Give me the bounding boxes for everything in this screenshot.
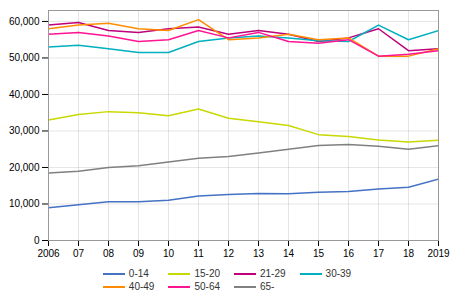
svg-text:14: 14 bbox=[283, 248, 295, 259]
html-text:15-20: 15-20 bbox=[194, 268, 220, 279]
html-text:21-29: 21-29 bbox=[260, 268, 286, 279]
svg-text:18: 18 bbox=[403, 248, 415, 259]
svg-text:12: 12 bbox=[223, 248, 235, 259]
svg-text:13: 13 bbox=[253, 248, 265, 259]
html-text:40-49: 40-49 bbox=[128, 281, 155, 292]
svg-text:20,000: 20,000 bbox=[9, 162, 40, 173]
svg-text:08: 08 bbox=[103, 248, 115, 259]
svg-text:60,000: 60,000 bbox=[9, 16, 40, 27]
svg-text:07: 07 bbox=[73, 248, 85, 259]
html-text:0-14: 0-14 bbox=[128, 268, 149, 279]
html-text:65-: 65- bbox=[260, 281, 275, 292]
html-text:30-39: 30-39 bbox=[325, 268, 352, 279]
svg-text:2019: 2019 bbox=[427, 248, 450, 259]
html-text:50-64: 50-64 bbox=[194, 281, 220, 292]
svg-text:10: 10 bbox=[163, 248, 175, 259]
svg-text:17: 17 bbox=[373, 248, 385, 259]
svg-text:40,000: 40,000 bbox=[9, 89, 40, 100]
svg-text:15: 15 bbox=[313, 248, 325, 259]
svg-text:11: 11 bbox=[193, 248, 204, 259]
svg-text:30,000: 30,000 bbox=[9, 125, 40, 136]
svg-text:50,000: 50,000 bbox=[9, 52, 40, 63]
svg-text:09: 09 bbox=[133, 248, 145, 259]
svg-text:16: 16 bbox=[343, 248, 355, 259]
svg-text:0: 0 bbox=[34, 235, 40, 246]
svg-text:10,000: 10,000 bbox=[9, 198, 40, 209]
svg-text:2006: 2006 bbox=[37, 248, 60, 259]
